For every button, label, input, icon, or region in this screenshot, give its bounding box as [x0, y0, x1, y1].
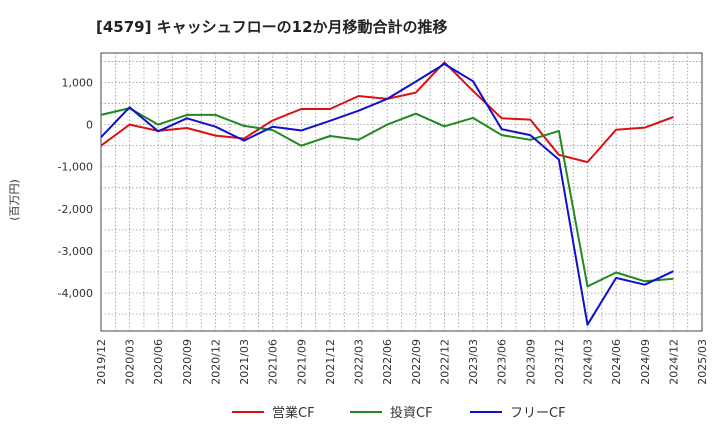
x-tick-label: 2022/03: [353, 339, 366, 385]
x-tick-label: 2022/09: [410, 339, 423, 385]
legend-label-1: 営業CF: [272, 405, 315, 421]
x-tick-label: 2021/06: [267, 339, 280, 385]
y-tick-label: -3,000: [58, 245, 93, 258]
x-tick-label: 2023/03: [467, 339, 480, 385]
x-tick-label: 2024/12: [667, 339, 680, 385]
x-tick-label: 2022/12: [438, 339, 451, 385]
x-tick-label: 2020/12: [209, 339, 222, 385]
x-axis: 2019/12 2020/03 2020/06 2020/09 2020/12 2021/…: [95, 339, 709, 385]
x-tick-label: 2019/12: [95, 339, 108, 385]
x-tick-label: 2023/06: [496, 339, 509, 385]
y-axis-label: (百万円): [8, 179, 21, 221]
series-line-2: [100, 107, 674, 288]
series-line-3: [100, 63, 674, 326]
x-tick-label: 2021/03: [238, 339, 251, 385]
x-tick-label: 2021/12: [324, 339, 337, 385]
x-tick-label: 2025/03: [696, 339, 709, 385]
plot-frame: [100, 52, 703, 332]
x-tick-label: 2020/09: [181, 339, 194, 385]
x-tick-label: 2024/06: [610, 339, 623, 385]
x-tick-label: 2024/09: [639, 339, 652, 385]
chart-title: [4579] キャッシュフローの12か月移動合計の推移: [96, 18, 448, 36]
plot-area: [100, 52, 703, 332]
y-tick-label: -1,000: [58, 161, 93, 174]
x-tick-label: 2022/06: [381, 339, 394, 385]
y-tick-label: 0: [86, 119, 93, 132]
x-tick-label: 2023/09: [524, 339, 537, 385]
y-axis: 1,000 0 -1,000 -2,000 -3,000 -4,000: [58, 76, 93, 300]
x-tick-label: 2023/12: [553, 339, 566, 385]
legend: 営業CF 投資CF フリーCF: [232, 405, 566, 421]
legend-label-3: フリーCF: [510, 406, 566, 421]
y-tick-label: 1,000: [62, 76, 94, 89]
x-tick-label: 2024/03: [582, 339, 595, 385]
x-tick-label: 2020/06: [152, 339, 165, 385]
series-lines: [100, 61, 674, 326]
y-tick-label: -2,000: [58, 203, 93, 216]
y-tick-label: -4,000: [58, 287, 93, 300]
x-tick-label: 2020/03: [124, 339, 137, 385]
legend-label-2: 投資CF: [390, 405, 433, 421]
x-tick-label: 2021/09: [295, 339, 308, 385]
